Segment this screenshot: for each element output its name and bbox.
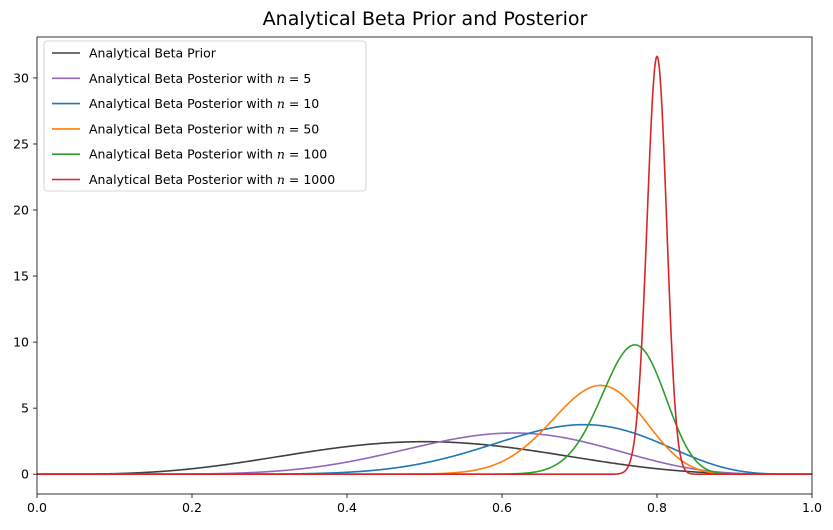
y-tick-label: 15 [13,269,29,284]
x-axis: 0.0 0.2 0.4 0.6 0.8 1.0 [27,494,822,515]
y-axis: 0 5 10 15 20 25 30 [13,70,37,482]
legend: Analytical Beta Prior Analytical Beta Pos… [43,40,367,192]
x-tick-label: 0.0 [27,500,47,515]
y-tick-label: 25 [13,136,29,151]
y-tick-label: 30 [13,70,29,85]
legend-label-5: Analytical Beta Posterior with n = 1000 [89,172,335,187]
legend-box [43,40,367,192]
x-tick-label: 0.2 [182,500,202,515]
x-tick-label: 0.6 [492,500,512,515]
legend-label-3: Analytical Beta Posterior with n = 50 [89,121,319,136]
series-line-2 [37,423,812,475]
y-tick-label: 20 [13,203,29,218]
x-tick-label: 0.8 [647,500,667,515]
y-tick-label: 0 [21,467,29,482]
chart-title: Analytical Beta Prior and Posterior [263,8,588,30]
legend-label-2: Analytical Beta Posterior with n = 10 [89,96,319,111]
series-line-0 [37,440,812,475]
series-lines [37,55,812,475]
x-tick-label: 1.0 [802,500,822,515]
y-tick-label: 5 [21,401,29,416]
plot-frame [36,36,813,495]
legend-label-1: Analytical Beta Posterior with n = 5 [89,71,311,86]
series-line-5 [37,55,812,475]
series-line-4 [37,344,812,475]
legend-label-4: Analytical Beta Posterior with n = 100 [89,147,327,162]
legend-label-0: Analytical Beta Prior [89,46,217,61]
x-tick-label: 0.4 [337,500,357,515]
y-tick-label: 10 [13,335,29,350]
